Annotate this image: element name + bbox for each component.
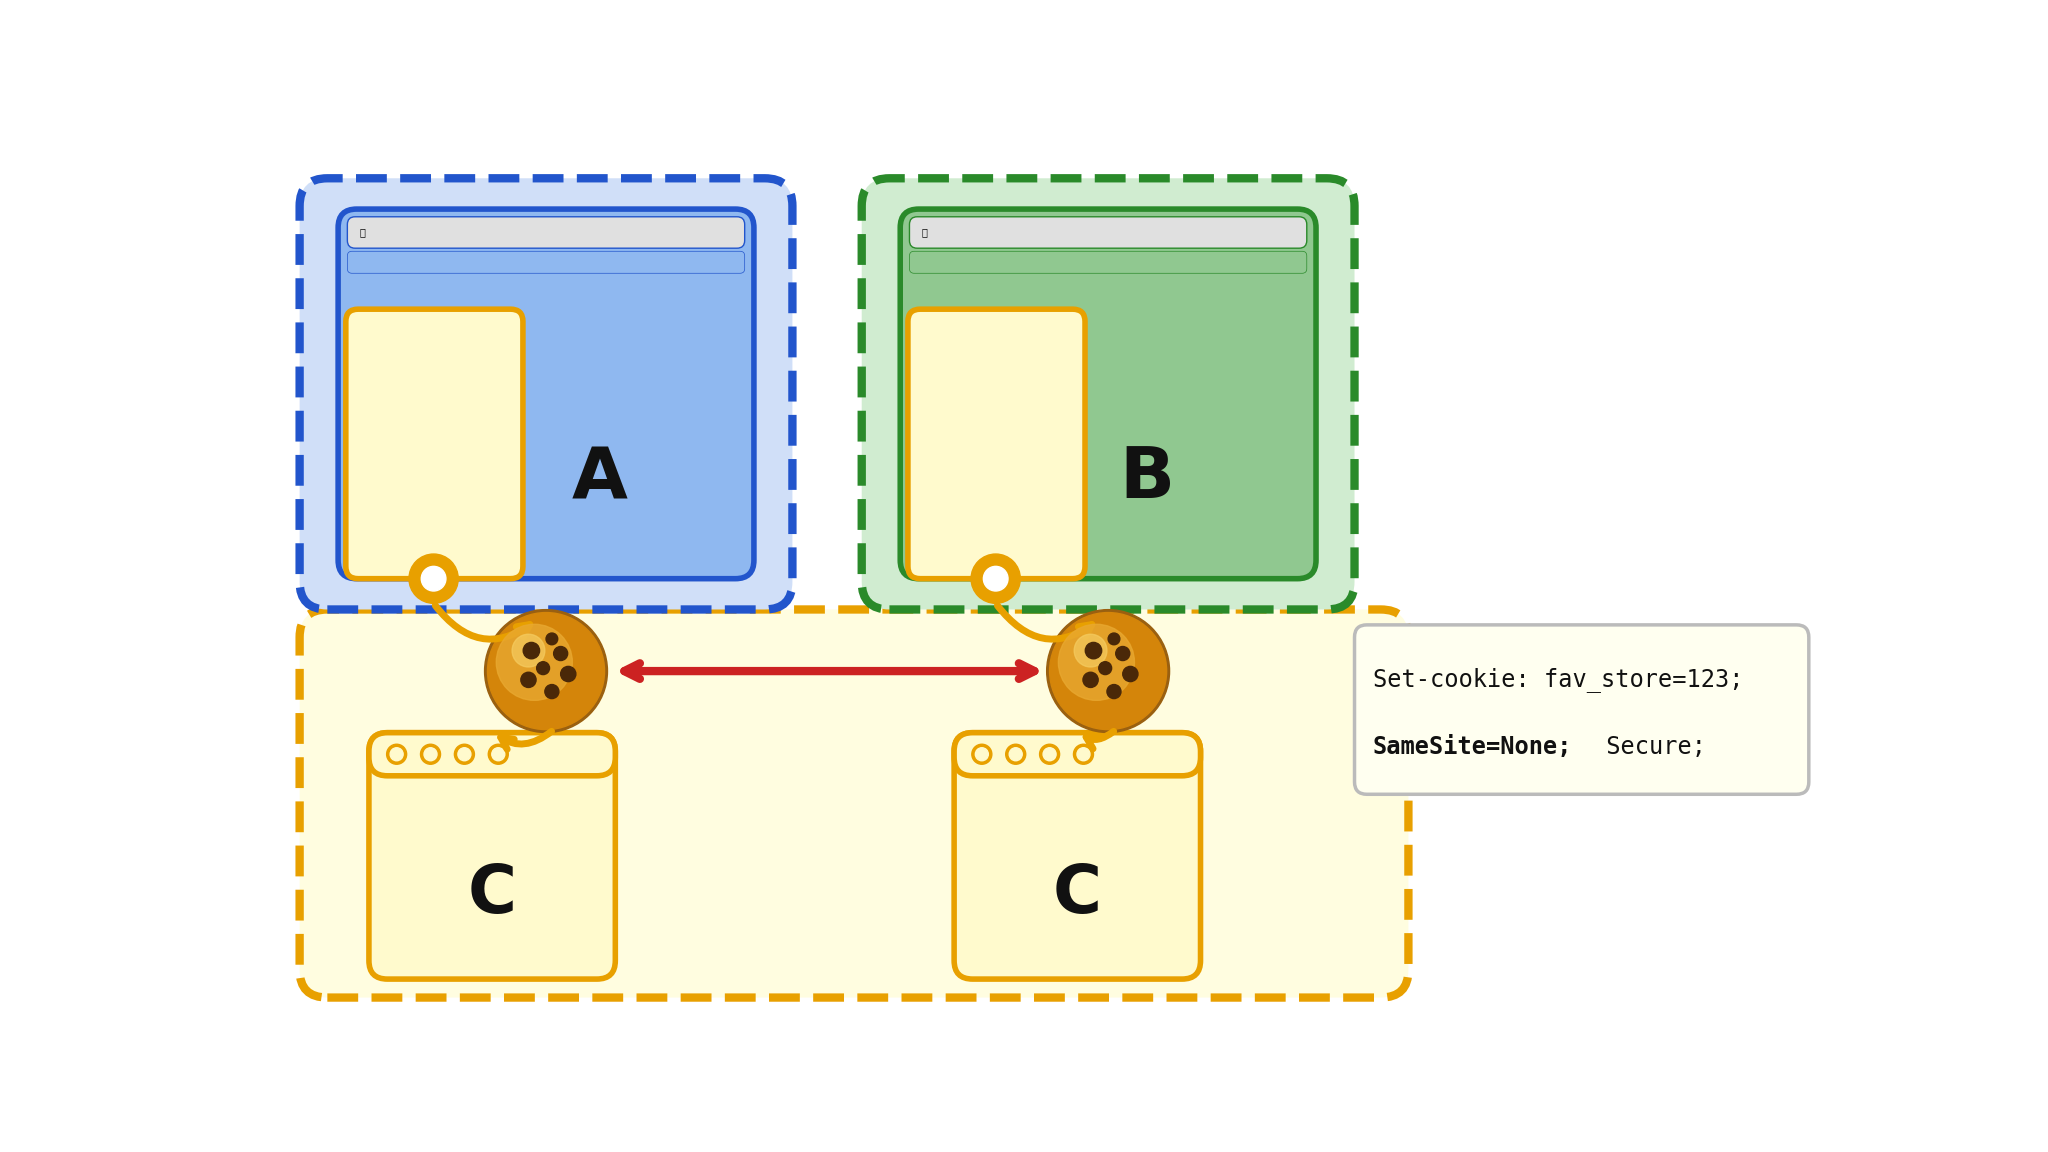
Circle shape <box>1085 643 1102 659</box>
Circle shape <box>455 744 475 764</box>
Circle shape <box>1116 646 1130 660</box>
Circle shape <box>420 744 440 764</box>
Circle shape <box>537 661 549 675</box>
FancyBboxPatch shape <box>299 179 793 609</box>
Circle shape <box>522 643 539 659</box>
FancyBboxPatch shape <box>907 309 1085 578</box>
Circle shape <box>553 646 567 660</box>
Text: 🔒: 🔒 <box>922 227 928 237</box>
Circle shape <box>547 634 557 645</box>
Circle shape <box>1122 666 1139 682</box>
FancyBboxPatch shape <box>348 251 745 273</box>
Circle shape <box>389 748 403 760</box>
FancyBboxPatch shape <box>901 209 1317 578</box>
Text: SameSite=None;: SameSite=None; <box>1372 735 1573 759</box>
Circle shape <box>487 744 508 764</box>
Circle shape <box>983 567 1008 591</box>
FancyBboxPatch shape <box>338 209 754 578</box>
Circle shape <box>973 744 991 764</box>
FancyBboxPatch shape <box>909 217 1307 248</box>
Circle shape <box>1040 744 1059 764</box>
Text: C: C <box>467 862 516 927</box>
FancyBboxPatch shape <box>1354 624 1808 794</box>
Circle shape <box>485 609 608 733</box>
Circle shape <box>424 748 436 760</box>
Circle shape <box>1059 624 1135 700</box>
Circle shape <box>410 554 459 604</box>
Circle shape <box>387 744 408 764</box>
Circle shape <box>1108 684 1120 698</box>
Circle shape <box>1108 634 1120 645</box>
Circle shape <box>1042 748 1057 760</box>
FancyBboxPatch shape <box>369 733 614 775</box>
Text: A: A <box>571 444 629 513</box>
Circle shape <box>422 567 446 591</box>
Circle shape <box>459 748 471 760</box>
FancyBboxPatch shape <box>909 251 1307 273</box>
FancyBboxPatch shape <box>299 609 1409 998</box>
Circle shape <box>1075 635 1108 667</box>
Circle shape <box>492 748 504 760</box>
Text: Secure;: Secure; <box>1591 735 1706 759</box>
FancyBboxPatch shape <box>954 733 1200 775</box>
Circle shape <box>1006 744 1026 764</box>
Text: Set-cookie: fav_store=123;: Set-cookie: fav_store=123; <box>1372 667 1743 691</box>
FancyBboxPatch shape <box>862 179 1354 609</box>
Circle shape <box>561 666 575 682</box>
FancyBboxPatch shape <box>348 217 745 248</box>
Circle shape <box>1010 748 1022 760</box>
Text: C: C <box>1053 862 1102 927</box>
Circle shape <box>1077 748 1090 760</box>
Text: 🔒: 🔒 <box>360 227 365 237</box>
Circle shape <box>1047 609 1169 733</box>
Text: B: B <box>1118 444 1174 513</box>
Circle shape <box>512 635 545 667</box>
Circle shape <box>496 624 571 700</box>
Circle shape <box>1073 744 1094 764</box>
Circle shape <box>971 554 1020 604</box>
FancyBboxPatch shape <box>954 733 1200 979</box>
Circle shape <box>545 684 559 698</box>
Circle shape <box>1083 673 1098 688</box>
FancyBboxPatch shape <box>369 733 614 979</box>
Circle shape <box>520 673 537 688</box>
Circle shape <box>1049 613 1167 729</box>
FancyBboxPatch shape <box>346 309 522 578</box>
Circle shape <box>487 613 604 729</box>
Circle shape <box>1100 661 1112 675</box>
Circle shape <box>975 748 989 760</box>
